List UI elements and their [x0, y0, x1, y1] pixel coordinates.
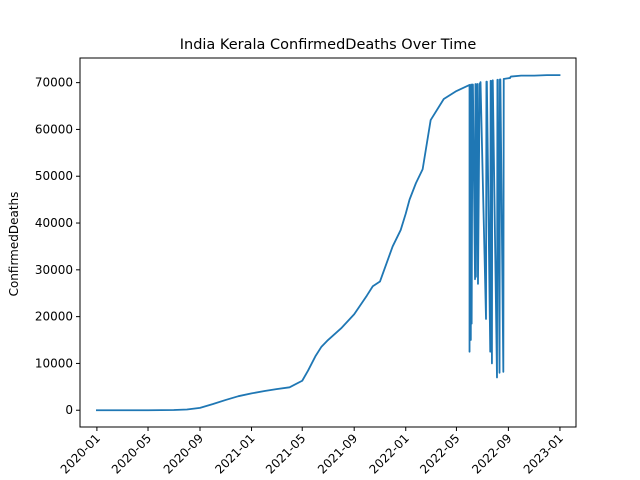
- chart-title: India Kerala ConfirmedDeaths Over Time: [180, 37, 477, 53]
- plot-area: [79, 57, 577, 428]
- y-axis-label: ConfirmedDeaths: [7, 192, 21, 297]
- y-tick-label: 50000: [35, 169, 73, 183]
- x-tick-label: 2020-01: [58, 431, 103, 476]
- x-tick-label: 2022-01: [367, 431, 412, 476]
- x-tick-label: 2021-09: [315, 431, 360, 476]
- y-axis: 0 10000 20000 30000 40000 50000 60000 70000: [35, 76, 80, 417]
- axes-frame: [79, 57, 577, 428]
- x-axis: 2020-01 2020-05 2020-09 2021-01 2021-05 2021-…: [58, 427, 566, 477]
- y-tick-label: 70000: [35, 76, 73, 90]
- y-tick-label: 60000: [35, 122, 73, 136]
- x-tick-label: 2022-05: [417, 431, 462, 476]
- x-tick-label: 2023-01: [521, 431, 566, 476]
- y-tick-label: 20000: [35, 310, 73, 324]
- x-tick-label: 2020-05: [109, 431, 154, 476]
- series-line-1: [96, 74, 561, 412]
- x-tick-label: 2022-09: [469, 431, 514, 476]
- y-tick-label: 40000: [35, 216, 73, 230]
- y-tick-label: 0: [65, 403, 73, 417]
- y-tick-label: 10000: [35, 356, 73, 370]
- x-tick-label: 2021-05: [263, 431, 308, 476]
- x-tick-label: 2021-01: [212, 431, 257, 476]
- x-tick-label: 2020-09: [161, 431, 206, 476]
- y-tick-label: 30000: [35, 263, 73, 277]
